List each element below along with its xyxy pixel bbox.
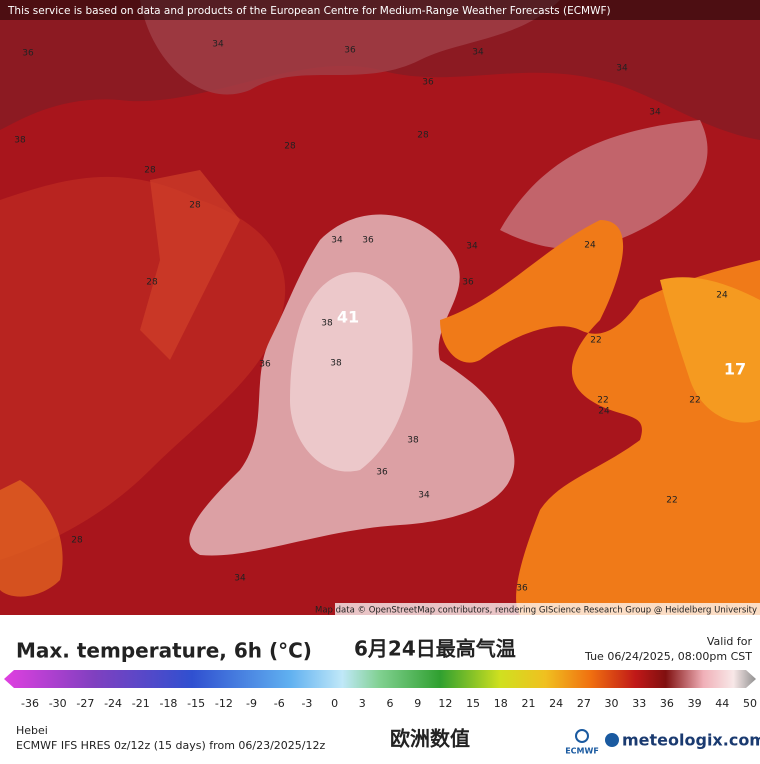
attribution-bg [335, 603, 760, 615]
contour-label: 36 [259, 360, 271, 370]
colorbar-tick-label: 30 [605, 697, 619, 710]
colorbar-tick-label: 21 [521, 697, 535, 710]
contour-label: 36 [516, 584, 528, 594]
colorbar-tick-label: 15 [466, 697, 480, 710]
colorbar [4, 670, 756, 688]
contour-label: 22 [590, 336, 601, 346]
contour-label: 34 [331, 236, 343, 246]
meteologix-logo: meteologix.com [622, 731, 760, 750]
notice: This service is based on data and produc… [7, 5, 611, 17]
contour-label: 34 [234, 574, 246, 584]
contour-label: 34 [418, 491, 430, 501]
colorbar-tick-label: -9 [246, 697, 257, 710]
contour-label: 34 [616, 64, 628, 74]
contour-label: 28 [144, 166, 156, 176]
contour-label: 34 [649, 108, 661, 118]
contour-label: 36 [376, 468, 388, 478]
colorbar-tick-label: -15 [187, 697, 205, 710]
ecmwf-logo: ECMWF [565, 747, 599, 756]
contour-label: 36 [344, 46, 356, 56]
contour-label: 28 [417, 131, 429, 141]
colorbar-tick-label: -27 [76, 697, 94, 710]
colorbar-tick-label: 0 [331, 697, 338, 710]
colorbar-tick-label: -24 [104, 697, 122, 710]
colorbar-tick-label: 50 [743, 697, 757, 710]
contour-label: 28 [284, 142, 296, 152]
contour-label: 34 [212, 40, 224, 50]
colorbar-tick-label: -3 [301, 697, 312, 710]
colorbar-tick-label: 24 [549, 697, 563, 710]
meteologix-icon [605, 733, 619, 747]
footer-chinese: 欧洲数值 [390, 727, 470, 751]
colorbar-tick-label: -30 [49, 697, 67, 710]
colorbar-tick-label: 33 [632, 697, 646, 710]
contour-labels: 36 34 36 34 34 36 34 28 38 28 28 28 36 34 34 24 36 28 38 41… [14, 40, 746, 594]
contour-label: 34 [466, 242, 478, 252]
contour-label: 36 [22, 49, 34, 59]
title-chinese: 6月24日最高气温 [354, 637, 516, 661]
contour-label: 24 [584, 241, 596, 251]
contour-label: 24 [598, 407, 610, 417]
contour-label: 28 [71, 536, 83, 546]
valid-time: Tue 06/24/2025, 08:00pm CST [584, 650, 752, 663]
colorbar-tick-label: -18 [159, 697, 177, 710]
colorbar-tick-label: 6 [387, 697, 394, 710]
contour-label: 38 [321, 319, 333, 329]
colorbar-tick-label: 3 [359, 697, 366, 710]
model-info: ECMWF IFS HRES 0z/12z (15 days) from 06/… [16, 739, 326, 752]
contour-label: 22 [597, 396, 608, 406]
contour-label: 22 [666, 496, 677, 506]
contour-label: 34 [472, 48, 484, 58]
contour-label: 36 [362, 236, 374, 246]
colorbar-tick-label: 9 [414, 697, 421, 710]
contour-label: 28 [146, 278, 158, 288]
colorbar-tick-label: -12 [215, 697, 233, 710]
contour-label: 38 [330, 359, 342, 369]
colorbar-tick-label: -6 [274, 697, 285, 710]
colorbar-ticks: -36 -30 -27 -24 -21 -18 -15 -12 -9 -6 -3 0 3 6 9 12 15 18… [21, 697, 757, 710]
attribution: Map data © OpenStreetMap contributors, r… [315, 606, 757, 616]
region: Hebei [16, 724, 48, 737]
colorbar-tick-label: -21 [132, 697, 150, 710]
contour-label: 24 [716, 291, 728, 301]
contour-label: 41 [337, 308, 359, 327]
contour-label: 38 [407, 436, 419, 446]
title: Max. temperature, 6h (°C) [16, 639, 312, 663]
map: This service is based on data and produc… [0, 0, 760, 616]
colorbar-tick-label: 27 [577, 697, 591, 710]
contour-label: 36 [422, 78, 434, 88]
contour-label: 36 [462, 278, 474, 288]
colorbar-tick-label: 12 [438, 697, 452, 710]
colorbar-tick-label: -36 [21, 697, 39, 710]
colorbar-tick-label: 44 [715, 697, 729, 710]
colorbar-tick-label: 18 [494, 697, 508, 710]
ecmwf-icon [575, 729, 589, 743]
contour-label: 17 [724, 360, 746, 379]
notice-bar [0, 0, 760, 20]
contour-label: 38 [14, 136, 26, 146]
colorbar-tick-label: 39 [688, 697, 702, 710]
colorbar-tick-label: 36 [660, 697, 674, 710]
contour-label: 22 [689, 396, 700, 406]
contour-label: 28 [189, 201, 201, 211]
valid-label: Valid for [707, 635, 753, 648]
